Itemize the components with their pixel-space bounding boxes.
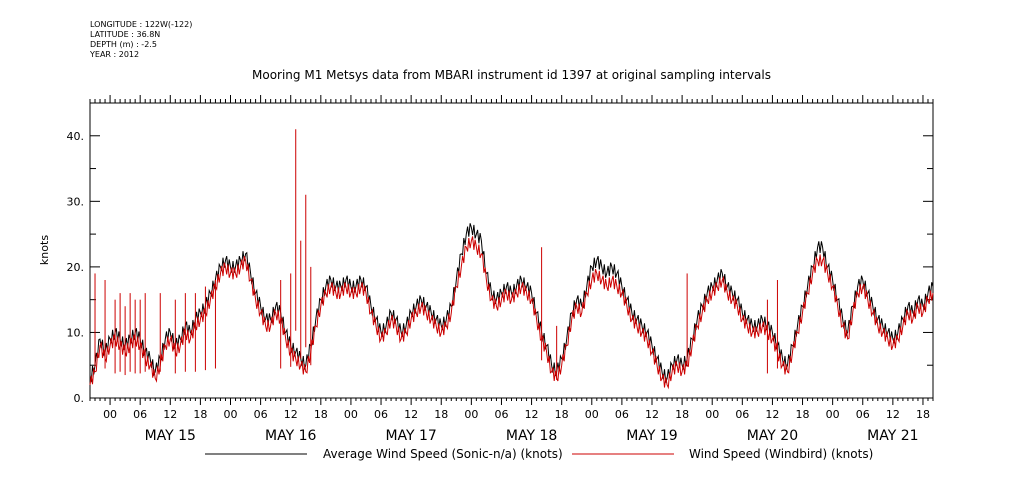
x-tick-label: 00 [224, 408, 238, 421]
x-tick-label: 18 [796, 408, 810, 421]
x-tick-label: 12 [163, 408, 177, 421]
y-axis-label: knots [38, 235, 51, 265]
day-label: MAY 18 [506, 428, 557, 444]
x-tick-label: 18 [314, 408, 328, 421]
x-tick-label: 12 [886, 408, 900, 421]
x-tick-label: 00 [103, 408, 117, 421]
depth-label: DEPTH (m) : -2.5 [90, 40, 157, 49]
series-line [89, 223, 934, 383]
x-tick-label: 06 [735, 408, 749, 421]
day-label: MAY 17 [385, 428, 436, 444]
x-tick-label: 06 [133, 408, 147, 421]
y-tick-label: 0. [74, 392, 85, 405]
x-tick-label: 00 [826, 408, 840, 421]
x-tick-label: 18 [675, 408, 689, 421]
y-tick-label: 30. [67, 195, 85, 208]
day-label: MAY 21 [867, 428, 918, 444]
x-tick-label: 06 [856, 408, 870, 421]
chart-title: Mooring M1 Metsys data from MBARI instru… [252, 68, 771, 82]
latitude-label: LATITUDE : 36.8N [90, 30, 161, 39]
plot-frame [89, 102, 934, 399]
x-tick-label: 06 [374, 408, 388, 421]
series-average-wind-speed [89, 223, 934, 383]
x-tick-label: 12 [525, 408, 539, 421]
series-line [89, 236, 934, 390]
x-tick-label: 00 [585, 408, 599, 421]
x-tick-label: 18 [434, 408, 448, 421]
x-tick-label: 12 [404, 408, 418, 421]
x-tick-label: 12 [284, 408, 298, 421]
x-tick-label: 12 [765, 408, 779, 421]
x-tick-label: 18 [555, 408, 569, 421]
y-axis: 0. 10. 20. 30. 40. [67, 102, 933, 405]
legend-label-average: Average Wind Speed (Sonic-n/a) (knots) [323, 447, 563, 461]
x-tick-label: 00 [344, 408, 358, 421]
x-tick-label: 06 [494, 408, 508, 421]
y-tick-label: 10. [67, 326, 85, 339]
longitude-label: LONGITUDE : 122W(-122) [90, 20, 193, 29]
metadata-block: LONGITUDE : 122W(-122) LATITUDE : 36.8N … [90, 20, 192, 60]
day-label: MAY 16 [265, 428, 316, 444]
series-layer [89, 129, 934, 390]
x-tick-label: 00 [464, 408, 478, 421]
x-axis: 00 06 12 18 00 06 12 18 00 06 12 18 00 06 12 18 00 06 12 18… [89, 95, 934, 444]
legend-label-windbird: Wind Speed (Windbird) (knots) [689, 447, 873, 461]
day-label: MAY 20 [747, 428, 798, 444]
day-label: MAY 19 [626, 428, 677, 444]
series-windbird-wind-speed [89, 129, 934, 390]
legend: Average Wind Speed (Sonic-n/a) (knots) Wi… [205, 447, 873, 461]
x-tick-label: 18 [193, 408, 207, 421]
y-tick-label: 20. [67, 261, 85, 274]
x-tick-label: 18 [916, 408, 930, 421]
year-label: YEAR : 2012 [90, 50, 140, 59]
day-label: MAY 15 [145, 428, 196, 444]
plot-border [89, 102, 934, 399]
x-tick-label: 06 [615, 408, 629, 421]
x-tick-label: 06 [254, 408, 268, 421]
y-tick-label: 40. [67, 130, 85, 143]
x-tick-label: 00 [705, 408, 719, 421]
x-tick-label: 12 [645, 408, 659, 421]
